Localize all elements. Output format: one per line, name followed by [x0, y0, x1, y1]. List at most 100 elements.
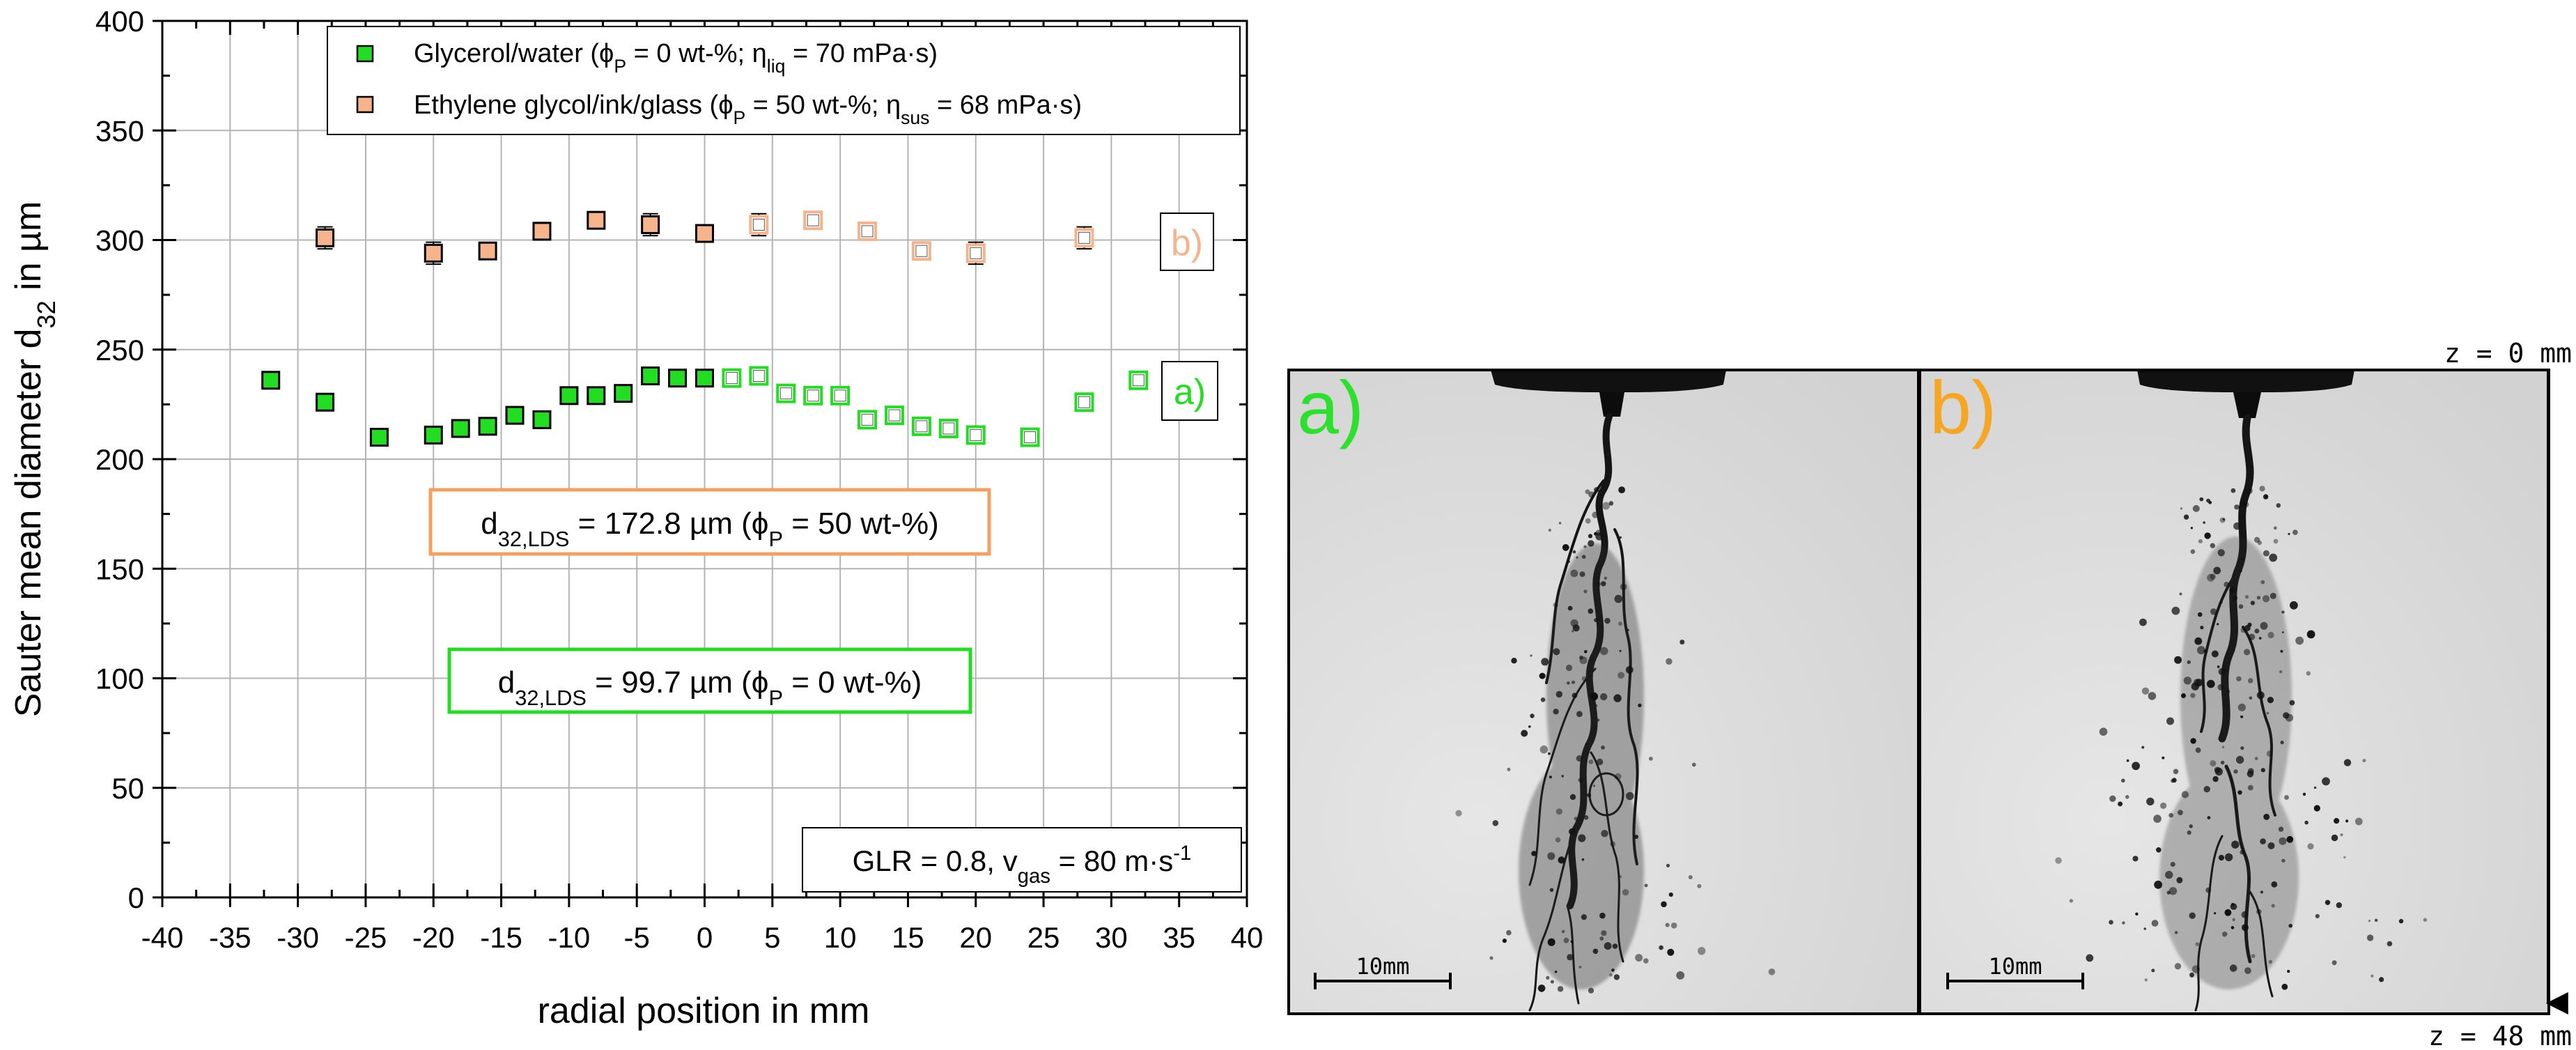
- y-tick-label: 0: [128, 881, 144, 914]
- marker-inner-edge: [807, 389, 819, 402]
- droplet: [1602, 502, 1610, 510]
- droplet: [1547, 938, 1555, 946]
- droplet: [1595, 704, 1598, 707]
- droplet: [2284, 795, 2289, 800]
- droplet: [1610, 841, 1616, 847]
- droplet: [2198, 539, 2203, 543]
- droplet: [1581, 914, 1587, 920]
- droplet: [1572, 624, 1580, 632]
- droplet: [1540, 697, 1546, 702]
- droplet: [2343, 856, 2346, 859]
- data-markers: [261, 210, 1149, 447]
- droplet: [1502, 939, 1507, 943]
- droplet: [1768, 968, 1776, 975]
- droplet: [2237, 790, 2242, 795]
- x-tick-label: -25: [345, 921, 387, 954]
- droplet: [2122, 921, 2125, 925]
- nozzle-a-tip: [1599, 392, 1624, 417]
- droplet: [1585, 489, 1590, 495]
- droplet: [2233, 769, 2238, 774]
- y-tick-label: 300: [95, 224, 144, 257]
- droplet: [2086, 954, 2094, 962]
- droplet: [2135, 912, 2139, 916]
- marker-glycerol: [451, 419, 470, 438]
- droplet: [1667, 948, 1675, 956]
- droplet: [2398, 918, 2404, 924]
- droplet: [2189, 824, 2193, 828]
- droplet: [1576, 711, 1583, 718]
- droplets-b: [2055, 486, 2428, 990]
- droplet: [2229, 964, 2237, 972]
- droplet: [2194, 637, 2203, 645]
- droplet: [2288, 923, 2292, 928]
- droplet: [1489, 956, 1493, 960]
- lds-annotation-b-box: [428, 488, 991, 556]
- conditions-box: [802, 827, 1242, 893]
- droplet: [2180, 507, 2183, 510]
- droplet: [2249, 633, 2256, 640]
- droplet: [1626, 792, 1634, 801]
- droplet: [1679, 640, 1685, 644]
- droplet: [2281, 610, 2285, 614]
- droplet: [1581, 676, 1587, 681]
- droplet: [2288, 532, 2290, 536]
- droplet: [1569, 794, 1576, 801]
- x-tick-label: 40: [1231, 921, 1264, 954]
- droplet: [1698, 947, 1706, 955]
- droplet: [2249, 696, 2253, 700]
- droplet: [2423, 918, 2428, 922]
- droplet: [1571, 680, 1576, 684]
- droplet: [1569, 828, 1576, 835]
- droplet: [2292, 530, 2298, 535]
- droplet: [2069, 899, 2074, 903]
- droplet: [1570, 569, 1578, 578]
- droplet: [2226, 689, 2230, 694]
- droplet: [2238, 604, 2244, 609]
- droplet: [2181, 693, 2186, 698]
- droplet: [2237, 703, 2246, 711]
- marker-inner-edge: [861, 413, 874, 426]
- photo-panel-b: b) 10mm: [1921, 365, 2549, 1014]
- droplet: [1588, 759, 1594, 764]
- droplet: [1570, 940, 1574, 943]
- droplet: [2232, 918, 2235, 922]
- scale-bar-a-label: 10mm: [1356, 953, 1409, 980]
- x-tick-label: -15: [480, 921, 522, 954]
- droplet: [2242, 924, 2249, 932]
- droplet: [1614, 773, 1622, 780]
- droplet: [2148, 692, 2157, 700]
- droplet: [2247, 878, 2250, 881]
- droplet: [1697, 883, 1702, 888]
- droplet: [2221, 746, 2225, 748]
- droplet: [2281, 631, 2284, 633]
- droplet: [2174, 963, 2182, 970]
- droplet: [2183, 514, 2189, 520]
- droplet: [1588, 491, 1595, 498]
- droplet: [2235, 755, 2244, 764]
- droplet: [2179, 592, 2182, 596]
- droplet: [1596, 758, 1604, 766]
- droplet: [2229, 587, 2236, 594]
- droplet: [1620, 583, 1627, 591]
- droplet: [2267, 842, 2275, 849]
- droplet: [1600, 693, 1608, 701]
- droplet: [1555, 690, 1562, 698]
- droplet: [2306, 671, 2311, 676]
- droplet: [1541, 658, 1549, 666]
- droplet: [1578, 834, 1586, 842]
- droplet: [1557, 986, 1564, 992]
- lds-annotation-a-box: [447, 647, 972, 714]
- droplet: [2276, 503, 2281, 508]
- droplet: [2214, 912, 2217, 915]
- marker-inner-edge: [970, 247, 982, 259]
- x-tick-label: 20: [959, 921, 992, 954]
- droplet: [1555, 837, 1561, 843]
- droplet: [2379, 977, 2384, 982]
- x-tick-label: -10: [548, 921, 591, 954]
- droplet: [2230, 488, 2236, 493]
- droplet: [2166, 717, 2174, 725]
- droplet: [2266, 750, 2273, 757]
- droplet: [1627, 628, 1629, 631]
- droplet: [1567, 681, 1570, 685]
- droplet: [2217, 684, 2224, 691]
